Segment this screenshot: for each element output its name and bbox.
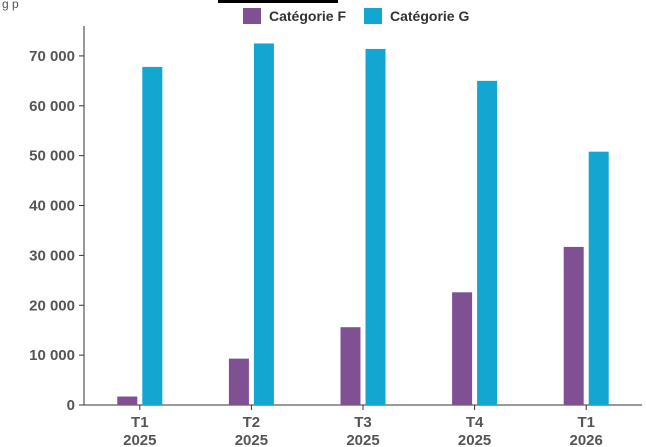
- bar-categorie-f: [117, 396, 138, 405]
- x-tick-label: T4: [466, 414, 484, 431]
- header-underline: [218, 0, 338, 3]
- y-tick-label: 50 000: [29, 148, 75, 165]
- legend-swatch: [243, 8, 261, 24]
- bar-categorie-g: [477, 80, 498, 406]
- bar-categorie-f: [452, 292, 473, 405]
- bar-categorie-g: [253, 43, 274, 405]
- x-tick-label: 2026: [570, 432, 603, 447]
- x-tick-label: T3: [354, 414, 372, 431]
- legend: Catégorie F Catégorie G: [243, 8, 469, 24]
- bar-categorie-f: [340, 327, 361, 405]
- legend-label: Catégorie G: [390, 8, 469, 24]
- y-axis: 0 10 000 20 000 30 000 40 000 50 000 60 000 70 …: [29, 26, 85, 414]
- y-tick-label: 70 000: [29, 48, 75, 65]
- legend-swatch: [364, 8, 382, 24]
- y-tick-label: 10 000: [29, 347, 75, 364]
- x-tick-label: 2025: [123, 432, 156, 447]
- bar-categorie-f: [563, 246, 584, 405]
- x-tick-label: T2: [243, 414, 261, 431]
- y-tick-label: 20 000: [29, 297, 75, 314]
- y-tick-label: 0: [67, 397, 75, 414]
- x-tick-label: 2025: [346, 432, 379, 447]
- bar-categorie-f: [228, 358, 249, 405]
- bar-categorie-g: [588, 151, 609, 405]
- y-tick-label: 30 000: [29, 247, 75, 264]
- x-tick-label: 2025: [235, 432, 268, 447]
- y-tick-label: 60 000: [29, 98, 75, 115]
- bars: [117, 43, 609, 406]
- bar-categorie-g: [365, 48, 386, 405]
- legend-label: Catégorie F: [269, 8, 346, 24]
- header-fragment: g p: [2, 0, 19, 11]
- y-tick-label: 40 000: [29, 198, 75, 215]
- x-tick-label: T1: [577, 414, 595, 431]
- x-tick-label: T1: [131, 414, 149, 431]
- x-tick-label: 2025: [458, 432, 491, 447]
- bar-categorie-g: [142, 66, 163, 406]
